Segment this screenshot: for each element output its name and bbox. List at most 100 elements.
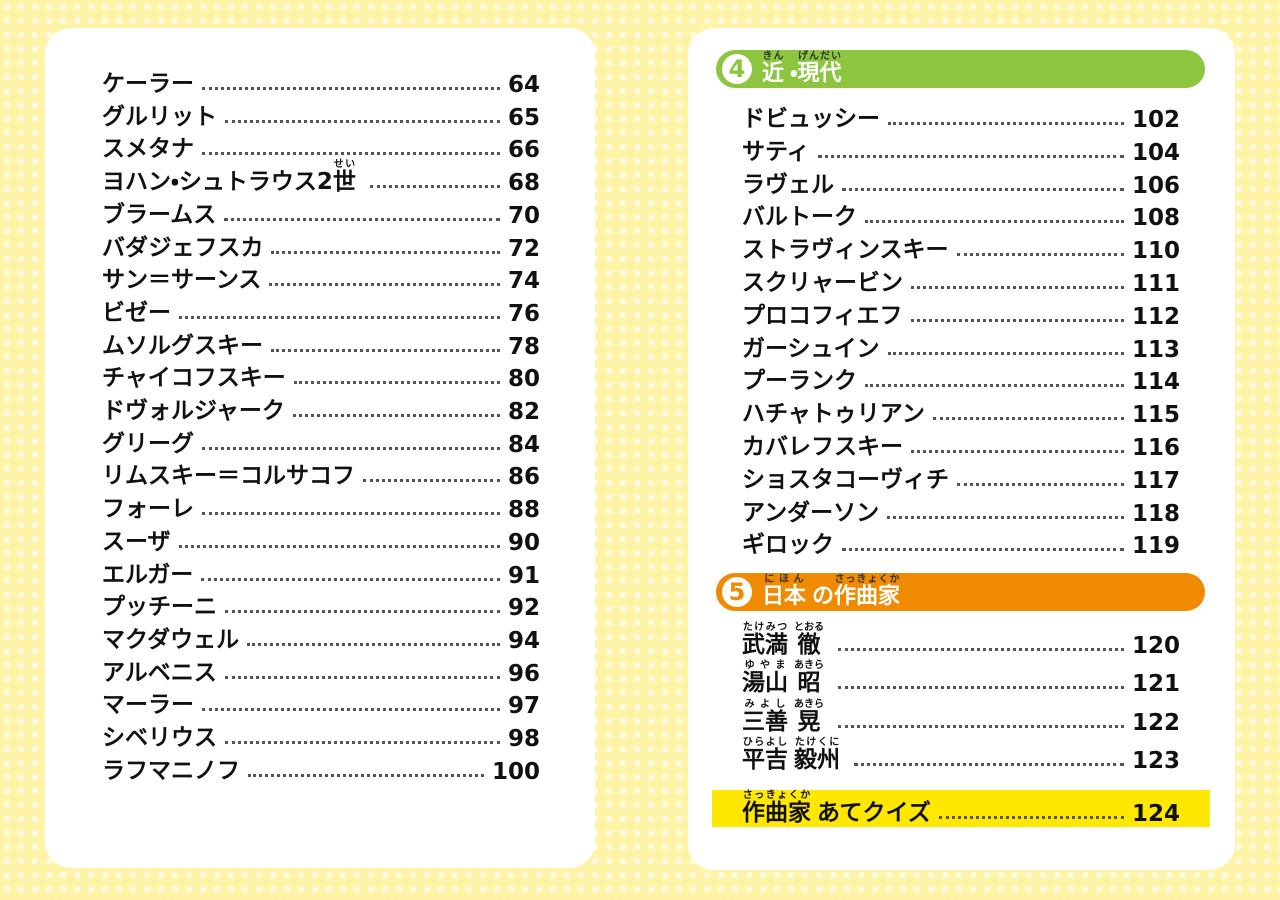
leader-dots [887, 515, 1124, 519]
toc-row: アンダーソン 118 [742, 493, 1180, 527]
leader-dots [247, 642, 500, 646]
entry-name: ラフマニノフ [102, 757, 240, 784]
page-number: 80 [507, 366, 540, 393]
furigana: せい [332, 159, 356, 171]
toc-row: マーラー 97 [102, 685, 540, 719]
furigana: げんだい [797, 51, 842, 62]
entry-name: 湯山ゆやま昭あきら [742, 660, 830, 697]
page-number: 100 [491, 758, 540, 785]
toc-row: プッチーニ 92 [102, 587, 540, 621]
toc-row: ブラームス 70 [102, 195, 540, 229]
leader-dots [956, 253, 1124, 257]
ruby-group: 湯山ゆやま [742, 660, 788, 696]
entry-name: ブラームス [102, 201, 217, 228]
page-number: 102 [1131, 107, 1180, 133]
entry-name: シベリウス [102, 725, 217, 751]
leader-dots [202, 708, 500, 712]
ruby-base: 作曲家 [834, 584, 901, 609]
entry-name: ギロック [742, 532, 834, 559]
entry-name: マクダウェル [102, 626, 240, 653]
furigana: みよし [742, 698, 788, 710]
leader-dots [911, 286, 1124, 289]
toc-row: バルトーク 108 [742, 197, 1180, 231]
page-number: 91 [507, 562, 540, 589]
leader-dots [225, 119, 500, 123]
entry-name: マーラー [102, 692, 194, 719]
leader-dots [224, 675, 500, 679]
page-number: 112 [1131, 303, 1180, 330]
page-number: 106 [1131, 172, 1180, 199]
entry-name: カバレフスキー [742, 434, 903, 460]
ruby-group: 日本にほん [762, 574, 806, 609]
entry-name: フォーレ [102, 496, 194, 523]
ruby-base: 徹 [794, 632, 824, 658]
ruby-group: 晃あきら [794, 699, 824, 735]
toc-row: ショスタコーヴィチ 117 [742, 460, 1180, 494]
leader-dots [271, 250, 500, 254]
page-number: 122 [1131, 709, 1180, 736]
entry-name: 作曲家さっきょくかあてクイズ [742, 790, 931, 827]
toc-row: ストラヴィンスキー 110 [742, 230, 1180, 264]
toc-row: ケーラー 64 [102, 64, 540, 98]
furigana: あきら [794, 660, 824, 672]
furigana: ひらよし [742, 736, 788, 748]
entry-name: グルリット [102, 103, 217, 130]
entry-name: チャイコフスキー [102, 365, 286, 392]
ruby-base: 三善 [742, 708, 788, 735]
leader-dots [887, 351, 1124, 355]
ruby-base: 世 [332, 169, 356, 196]
toc-row: バダジェフスカ 72 [102, 228, 540, 262]
leader-dots [888, 122, 1124, 125]
toc-row: 平吉ひらよし毅州たけくに 123 [742, 737, 1180, 774]
leader-dots [938, 816, 1124, 819]
ruby-base: 晃 [794, 708, 824, 735]
entry-name: スクリャービン [742, 270, 903, 296]
toc-row: ハチャトゥリアン 115 [742, 394, 1180, 428]
name-part: あてクイズ [817, 800, 931, 826]
page-number: 116 [1131, 435, 1180, 461]
ruby-group: 徹とおる [794, 622, 824, 658]
page-number: 90 [507, 529, 540, 556]
page-number: 117 [1131, 467, 1180, 494]
toc-row: カバレフスキー 116 [742, 427, 1180, 461]
page-number: 64 [507, 72, 540, 98]
toc-row: チャイコフスキー 80 [102, 358, 540, 392]
ruby-group: 武満たけみつ [742, 622, 788, 658]
section-number: 4 [722, 54, 752, 84]
page-number: 108 [1131, 205, 1180, 232]
entry-name: スメタナ [102, 136, 194, 163]
right-page [688, 28, 1235, 870]
leader-dots [269, 283, 500, 287]
ruby-group: 平吉ひらよし [742, 737, 788, 773]
entry-name: バダジェフスカ [102, 234, 264, 261]
page-number: 84 [507, 431, 540, 458]
furigana: たけくに [794, 736, 840, 748]
ruby-group: 三善みよし [742, 699, 788, 735]
leader-dots [369, 185, 500, 189]
entry-name: プーランク [742, 368, 857, 395]
leader-dots [202, 446, 500, 450]
page-number: 96 [507, 660, 540, 687]
page-number: 74 [507, 268, 540, 295]
leader-dots [202, 152, 500, 156]
entry-name: 平吉ひらよし毅州たけくに [742, 737, 846, 774]
leader-dots [178, 544, 500, 548]
ruby-group: 世せい [332, 159, 356, 196]
entry-name: ヨハン・シュトラウス2世せい [102, 159, 362, 196]
furigana: ゆやま [742, 660, 788, 672]
furigana: とおる [794, 622, 824, 633]
page-number: 121 [1131, 671, 1180, 698]
entry-name: サティ [742, 138, 810, 165]
furigana: たけみつ [742, 622, 788, 633]
entry-name: スーザ [102, 528, 171, 555]
leader-dots [838, 686, 1124, 690]
page-number: 88 [507, 497, 540, 524]
entry-name: ショスタコーヴィチ [742, 466, 949, 493]
entry-name: ムソルグスキー [102, 332, 263, 359]
ruby-group: 昭あきら [794, 660, 824, 696]
entry-name: ハチャトゥリアン [742, 401, 925, 428]
page-number: 66 [507, 137, 540, 164]
page-number: 114 [1131, 369, 1180, 396]
toc-row: ヨハン・シュトラウス2世せい 68 [102, 159, 540, 196]
